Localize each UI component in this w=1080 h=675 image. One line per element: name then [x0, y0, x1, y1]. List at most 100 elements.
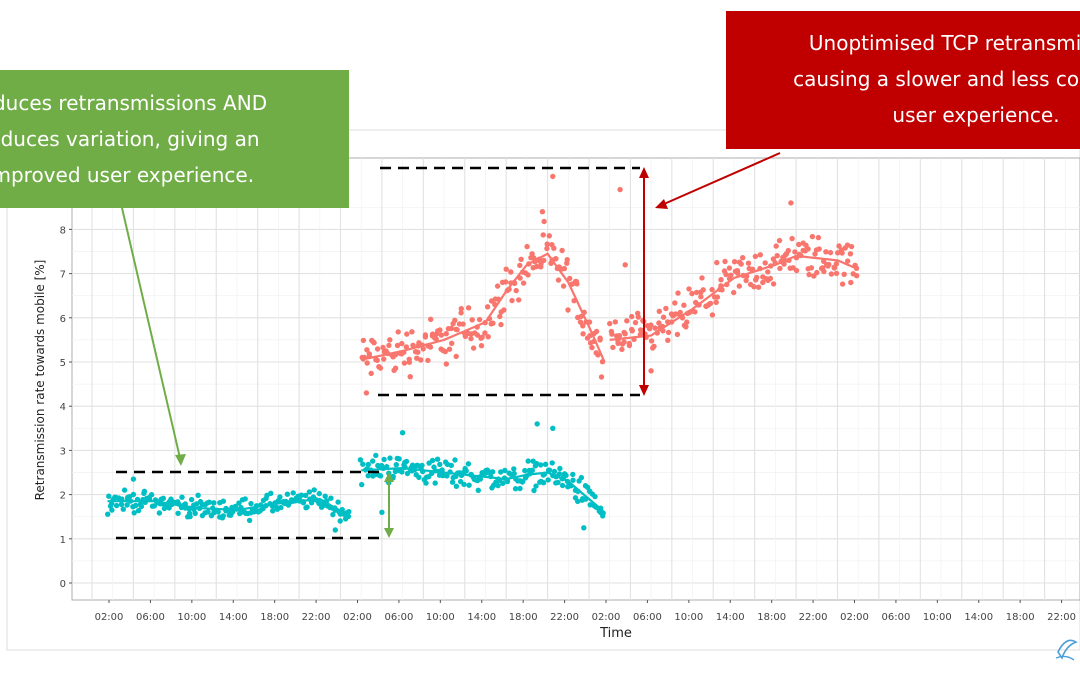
data-point [520, 280, 527, 286]
data-point [409, 462, 416, 468]
x-tick-labels: 02:00 06:00 10:00 14:00 18:00 22:00 02:00 06:00… [95, 600, 1076, 623]
data-point [304, 504, 310, 510]
data-point [416, 474, 422, 481]
data-point [392, 468, 399, 475]
data-point [713, 299, 719, 305]
data-point [120, 506, 127, 512]
data-point [731, 289, 737, 296]
data-point [844, 242, 851, 248]
data-point [448, 462, 454, 469]
green-annotation-line: reduces retransmissions AND [0, 91, 268, 115]
data-point [446, 346, 453, 352]
data-point [752, 253, 759, 260]
data-point [626, 342, 633, 349]
data-point [848, 279, 854, 286]
data-point [589, 344, 595, 351]
data-point [681, 302, 687, 308]
data-point [672, 300, 678, 306]
data-point [841, 271, 847, 277]
data-point [538, 462, 544, 468]
data-point [545, 477, 551, 483]
x-tick-label: 18:00 [260, 612, 289, 623]
data-point [298, 492, 305, 498]
data-point [541, 257, 547, 264]
data-point [130, 491, 137, 498]
data-point [723, 271, 729, 278]
data-point [762, 260, 768, 266]
data-point [302, 492, 309, 499]
data-point [754, 274, 760, 281]
data-point [511, 466, 517, 472]
data-point [513, 287, 519, 294]
trend-line [609, 254, 859, 341]
data-point [403, 344, 409, 350]
data-point [517, 262, 523, 269]
data-point [700, 287, 706, 293]
data-point [692, 309, 698, 315]
data-point [559, 482, 566, 489]
data-point [306, 489, 313, 495]
data-point [365, 473, 371, 479]
data-point [511, 470, 517, 477]
data-point [652, 325, 658, 331]
data-point [755, 284, 762, 290]
data-point [686, 286, 692, 292]
data-point [423, 480, 429, 486]
data-point [555, 277, 562, 283]
data-point [485, 334, 491, 340]
data-point [743, 277, 749, 284]
data-point [524, 243, 530, 250]
x-tick-label: 10:00 [426, 612, 455, 623]
data-point [718, 277, 724, 283]
data-point [773, 243, 779, 249]
data-point [525, 458, 531, 464]
data-point [484, 304, 491, 310]
data-point [815, 234, 822, 241]
y-tick-label: 0 [60, 579, 66, 590]
data-point [420, 346, 426, 352]
data-point [607, 320, 613, 327]
data-point [580, 323, 586, 329]
data-point [475, 487, 481, 493]
data-point [404, 470, 411, 477]
brand-logo [1055, 639, 1078, 661]
data-point [138, 503, 145, 510]
data-point [806, 271, 812, 278]
data-point [415, 349, 421, 355]
data-point [629, 313, 635, 320]
x-tick-label: 02:00 [592, 612, 621, 623]
data-point [187, 513, 193, 520]
data-point [365, 461, 371, 468]
data-point [509, 297, 515, 304]
data-point [826, 261, 832, 268]
red-annotation-line: Unoptimised TCP retransmissions [808, 31, 1080, 55]
data-point [380, 344, 386, 351]
data-point [478, 343, 485, 349]
red-pointer-head [655, 199, 668, 209]
data-point [438, 332, 445, 338]
green-annotation-line: reduces variation, giving an [0, 127, 260, 151]
data-point [699, 275, 705, 281]
data-point [823, 249, 829, 255]
data-point [564, 257, 570, 263]
data-point [624, 318, 630, 324]
data-point [482, 330, 488, 336]
data-point [474, 332, 480, 338]
data-point [563, 472, 569, 479]
data-point [674, 331, 681, 338]
data-point-outlier [622, 262, 628, 268]
data-point [479, 334, 485, 340]
data-point [419, 462, 425, 469]
data-point [121, 487, 128, 493]
data-point [448, 325, 454, 332]
data-point [501, 307, 507, 313]
data-point [454, 327, 460, 333]
data-point [494, 283, 501, 289]
data-point [316, 490, 322, 497]
data-point [360, 461, 366, 467]
data-point [683, 324, 689, 330]
data-point [541, 218, 547, 225]
x-tick-label: 22:00 [1047, 612, 1076, 623]
data-point [546, 233, 552, 239]
data-point [518, 256, 524, 262]
